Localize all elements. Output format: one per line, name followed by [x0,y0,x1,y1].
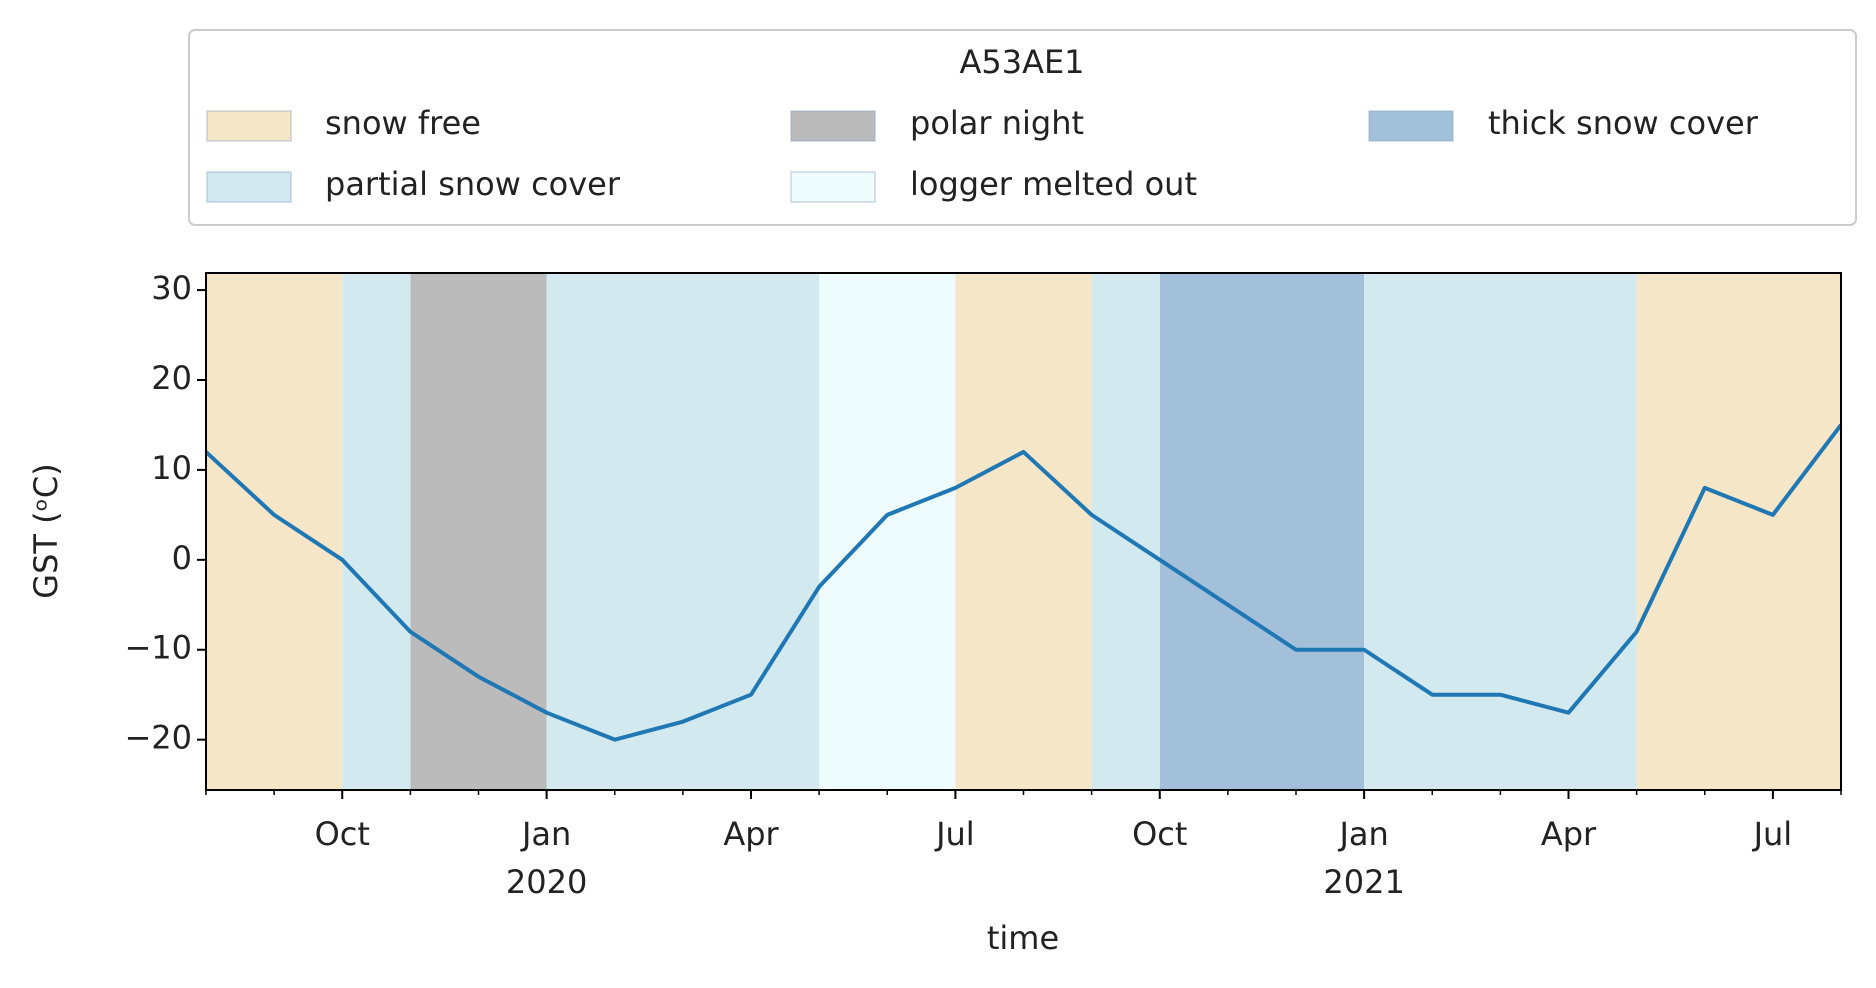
period-band [1364,273,1637,790]
legend-label: snow free [325,104,481,142]
legend-box [188,29,1857,226]
legend-label: polar night [910,104,1084,142]
period-band [819,273,956,790]
legend-title: A53AE1 [959,43,1084,81]
x-tick-label: Apr [1541,815,1597,853]
legend-label: partial snow cover [325,165,621,203]
legend-swatch [790,171,876,203]
period-band [410,273,547,790]
legend-swatch [206,110,292,142]
data-line [204,423,1843,742]
y-tick-label: 30 [151,269,192,307]
y-tick-label: 0 [172,539,192,577]
x-tick-label: Jan 2021 [1323,815,1404,901]
period-band [1636,273,1841,790]
x-tick-label: Jul [1752,815,1793,853]
x-tick-label: Jan 2020 [506,815,587,901]
x-tick-label: Oct [1132,815,1187,853]
x-tick-label: Oct [315,815,370,853]
legend-swatch [206,171,292,203]
period-band [1159,273,1365,790]
y-axis-label: GST (ᵒC) [27,463,65,598]
period-band [206,273,343,790]
legend-swatch [790,110,876,142]
x-tick-label: Apr [723,815,779,853]
period-band [955,273,1092,790]
period-bands [206,273,1841,790]
y-tick-label: 10 [151,449,192,487]
legend-swatch [1368,110,1454,142]
y-tick-label: −20 [124,719,192,757]
period-band [342,273,411,790]
x-tick-label: Jul [934,815,975,853]
legend-label: thick snow cover [1488,104,1759,142]
y-tick-label: −10 [124,629,192,667]
period-band [1091,273,1160,790]
legend-label: logger melted out [910,165,1197,203]
x-axis-label: time [987,919,1059,957]
y-tick-label: 20 [151,359,192,397]
period-band [546,273,820,790]
